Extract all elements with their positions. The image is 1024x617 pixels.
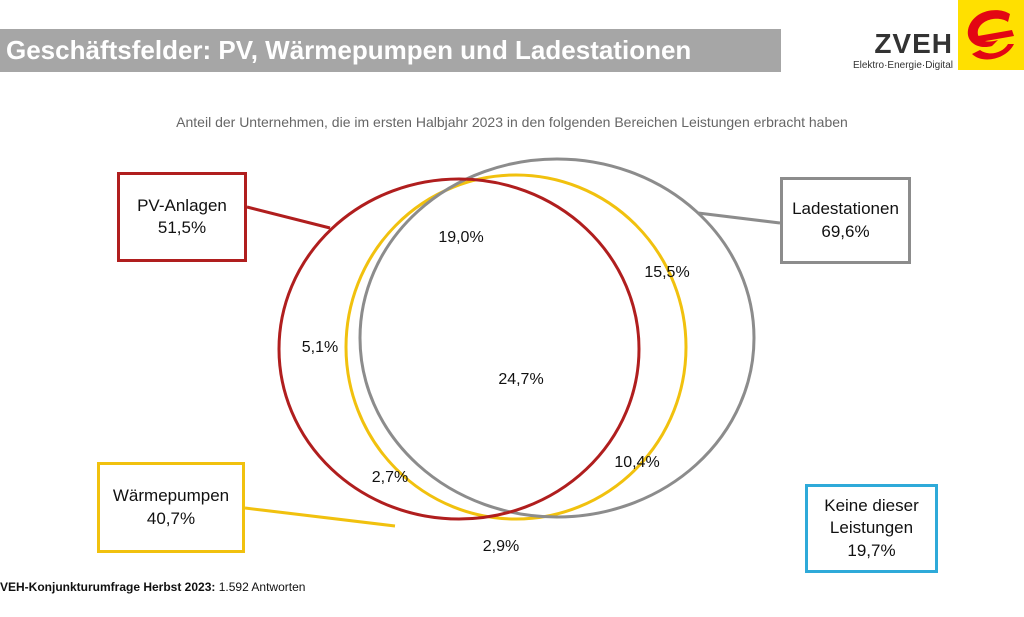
waermepumpen-circle — [344, 173, 688, 521]
region-pv-only: 5,1% — [301, 339, 339, 356]
zveh-logo: ZVEH Elektro·Energie·Digital — [826, 0, 1024, 72]
pv-connector — [246, 205, 331, 230]
logo-name: ZVEH — [874, 28, 953, 59]
region-pv-lade: 19,0% — [438, 229, 484, 246]
keine-value: 19,7% — [847, 540, 896, 560]
pv-circle — [277, 177, 641, 521]
logo-mark-icon — [958, 0, 1024, 70]
ladestationen-value: 69,6% — [821, 221, 870, 241]
waermepumpen-label: Wärmepumpen — [112, 486, 230, 506]
logo-tagline: Elektro·Energie·Digital — [852, 60, 953, 71]
region-lade-waerme: 10,4% — [614, 454, 660, 471]
region-lade-only: 15,5% — [644, 264, 690, 281]
waermepumpen-connector — [244, 506, 396, 528]
keine-label-line2: Leistungen — [829, 518, 914, 538]
source-note-bold: VEH-Konjunkturumfrage Herbst 2023: — [0, 580, 216, 594]
ladestationen-circle — [358, 157, 756, 519]
waermepumpen-value: 40,7% — [146, 508, 196, 528]
source-note-rest: 1.592 Antworten — [215, 580, 306, 594]
pv-label: PV-Anlagen — [137, 195, 227, 215]
ladestationen-label: Ladestationen — [792, 199, 899, 219]
region-all-three: 24,7% — [498, 371, 544, 388]
page-title: Geschäftsfelder: PV, Wärmepumpen und Lad… — [0, 29, 781, 72]
pv-label-box: PV-Anlagen 51,5% — [117, 172, 247, 262]
pv-value: 51,5% — [157, 218, 207, 237]
region-pv-waerme: 2,7% — [371, 469, 409, 486]
ladestationen-label-box: Ladestationen 69,6% — [780, 177, 911, 264]
source-note: VEH-Konjunkturumfrage Herbst 2023: 1.592… — [0, 580, 305, 594]
keine-label-box: Keine dieser Leistungen 19,7% — [805, 484, 938, 573]
region-waerme-only: 2,9% — [482, 538, 520, 555]
keine-label-line1: Keine dieser — [824, 496, 919, 516]
waermepumpen-label-box: Wärmepumpen 40,7% — [97, 462, 245, 553]
chart-subtitle: Anteil der Unternehmen, die im ersten Ha… — [176, 114, 848, 130]
ladestationen-connector — [697, 211, 781, 225]
